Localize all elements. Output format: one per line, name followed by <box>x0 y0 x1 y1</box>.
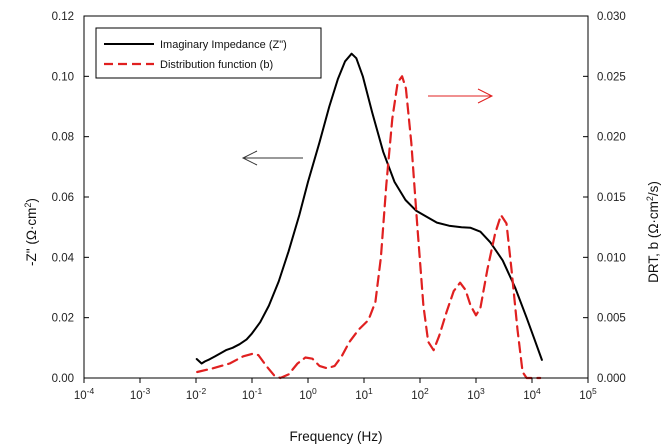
x-tick-label-6: 102 <box>411 386 429 402</box>
y-right-tick-label-4: 0.020 <box>597 132 626 144</box>
series-line-1 <box>196 75 542 380</box>
series-line-0 <box>195 52 543 365</box>
x-tick-label-0: 10-4 <box>74 386 95 402</box>
y-axis-left-title-main: -Z" (Ω·cm <box>24 208 39 266</box>
x-tick-exp-2: -2 <box>199 386 207 396</box>
x-tick-label-4: 100 <box>299 386 317 402</box>
x-tick-exp-5: 1 <box>368 386 373 396</box>
left-axis-arrow <box>241 150 303 166</box>
y-axis-left-title: -Z" (Ω·cm2) <box>23 198 39 266</box>
axes: 10-4 10-3 10-2 10-1 100 101 102 103 104 1050.000.… <box>52 11 626 402</box>
x-tick-label-3: 10-1 <box>242 386 263 402</box>
x-tick-label-2: 10-2 <box>186 386 207 402</box>
x-tick-exp-9: 5 <box>592 386 597 396</box>
x-tick-label-1: 10-3 <box>130 386 151 402</box>
x-tick-base-7: 10 <box>467 390 480 402</box>
x-tick-base-0: 10 <box>74 390 87 402</box>
y-axis-right-title: DRT, b (Ω·cm2/s) <box>645 181 661 283</box>
x-tick-base-8: 10 <box>523 390 536 402</box>
y-axis-right-title-sup: 2 <box>645 196 655 201</box>
x-tick-base-4: 10 <box>299 390 312 402</box>
y-right-tick-label-0: 0.000 <box>597 373 626 385</box>
axis-arrows <box>241 88 494 166</box>
y-left-tick-label-1: 0.02 <box>52 313 74 325</box>
plot-area <box>195 52 543 380</box>
y-right-tick-label-2: 0.010 <box>597 252 626 264</box>
x-tick-label-5: 101 <box>355 386 373 402</box>
x-tick-base-5: 10 <box>355 390 368 402</box>
y-axis-right-title-main: DRT, b (Ω·cm <box>646 201 661 283</box>
x-tick-exp-3: -1 <box>255 386 263 396</box>
y-left-tick-label-2: 0.04 <box>52 252 75 264</box>
y-right-tick-label-3: 0.015 <box>597 192 626 204</box>
y-axis-right-title-close: /s) <box>646 181 661 196</box>
x-tick-exp-6: 2 <box>424 386 429 396</box>
right-axis-arrow <box>428 88 494 104</box>
legend-box <box>95 27 322 79</box>
y-left-tick-label-3: 0.06 <box>52 192 74 204</box>
x-tick-exp-4: 0 <box>312 386 317 396</box>
legend-label-impedance: Imaginary Impedance (Z") <box>160 39 287 51</box>
x-tick-exp-1: -3 <box>143 386 151 396</box>
x-tick-label-7: 103 <box>467 386 485 402</box>
y-right-tick-label-1: 0.005 <box>597 313 626 325</box>
y-axis-left-title-close: ) <box>24 198 39 203</box>
x-tick-base-6: 10 <box>411 390 424 402</box>
y-left-tick-label-5: 0.10 <box>52 71 74 83</box>
y-left-tick-label-0: 0.00 <box>52 373 74 385</box>
y-right-tick-label-5: 0.025 <box>597 71 626 83</box>
legend: Imaginary Impedance (Z") Distribution fu… <box>95 27 322 79</box>
x-tick-base-2: 10 <box>186 390 199 402</box>
x-tick-exp-7: 3 <box>480 386 485 396</box>
x-tick-label-9: 105 <box>579 386 597 402</box>
x-tick-base-1: 10 <box>130 390 143 402</box>
y-axis-left-title-sup: 2 <box>23 203 33 208</box>
x-tick-exp-8: 4 <box>536 386 541 396</box>
x-tick-exp-0: -4 <box>87 386 95 396</box>
right-arrow-head <box>477 88 494 104</box>
left-arrow-head <box>241 150 258 166</box>
y-right-tick-label-6: 0.030 <box>597 11 626 23</box>
x-tick-base-3: 10 <box>242 390 255 402</box>
y-left-tick-label-4: 0.08 <box>52 132 74 144</box>
x-tick-label-8: 104 <box>523 386 541 402</box>
legend-label-distribution: Distribution function (b) <box>160 59 273 71</box>
y-left-tick-label-6: 0.12 <box>52 11 74 23</box>
x-axis-title: Frequency (Hz) <box>289 429 382 444</box>
x-tick-base-9: 10 <box>579 390 592 402</box>
